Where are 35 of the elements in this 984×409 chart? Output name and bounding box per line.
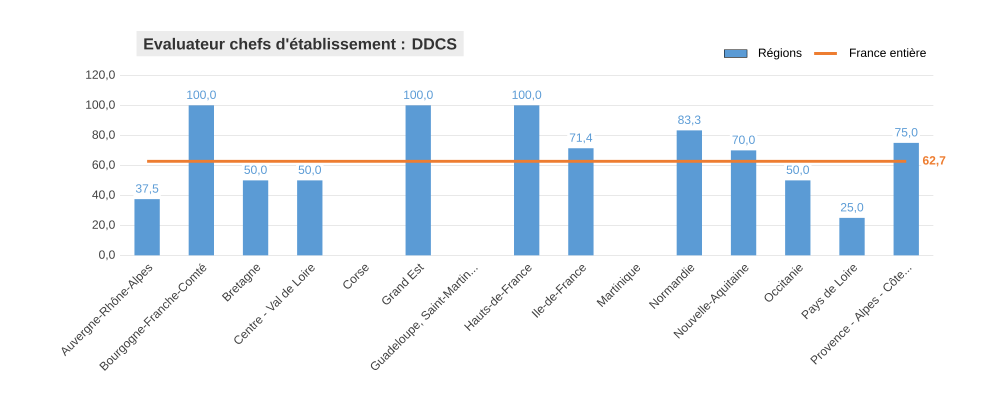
data-label: 25,0 [840,202,864,213]
bar [188,105,214,256]
y-tick-label: 60,0 [92,160,115,170]
data-label: 50,0 [786,165,809,176]
y-tick-label: 40,0 [92,190,115,200]
bar [839,218,865,256]
bar [568,148,594,256]
data-label: 71,4 [570,133,592,144]
y-tick-label: 20,0 [92,220,115,230]
chart-title: Evaluateur chefs d'établissement : DDCS [144,38,456,50]
legend-label: Régions [758,48,802,60]
legend-label: France entière [850,48,926,57]
y-tick-label: 80,0 [92,130,115,140]
bar [676,130,702,256]
bar [297,180,322,256]
data-label: 100,0 [404,90,433,100]
bar [406,105,431,256]
bar [730,150,756,256]
data-label: 62,7 [922,156,946,166]
data-label: 100,0 [512,90,542,100]
data-label: 100,0 [187,90,216,100]
bar [894,142,919,256]
y-tick-label: 0,0 [99,250,115,260]
data-label: 50,0 [244,165,267,176]
bar [242,180,268,256]
bar [134,198,160,256]
bar [785,180,810,256]
data-label: 83,3 [678,115,700,126]
data-label: 75,0 [895,128,918,138]
data-label: 37,5 [136,184,158,194]
y-tick-label: 100,0 [86,100,115,110]
y-tick-label: 120,0 [86,70,115,80]
data-label: 70,0 [732,135,755,146]
bar [514,105,540,256]
data-label: 50,0 [298,165,321,176]
